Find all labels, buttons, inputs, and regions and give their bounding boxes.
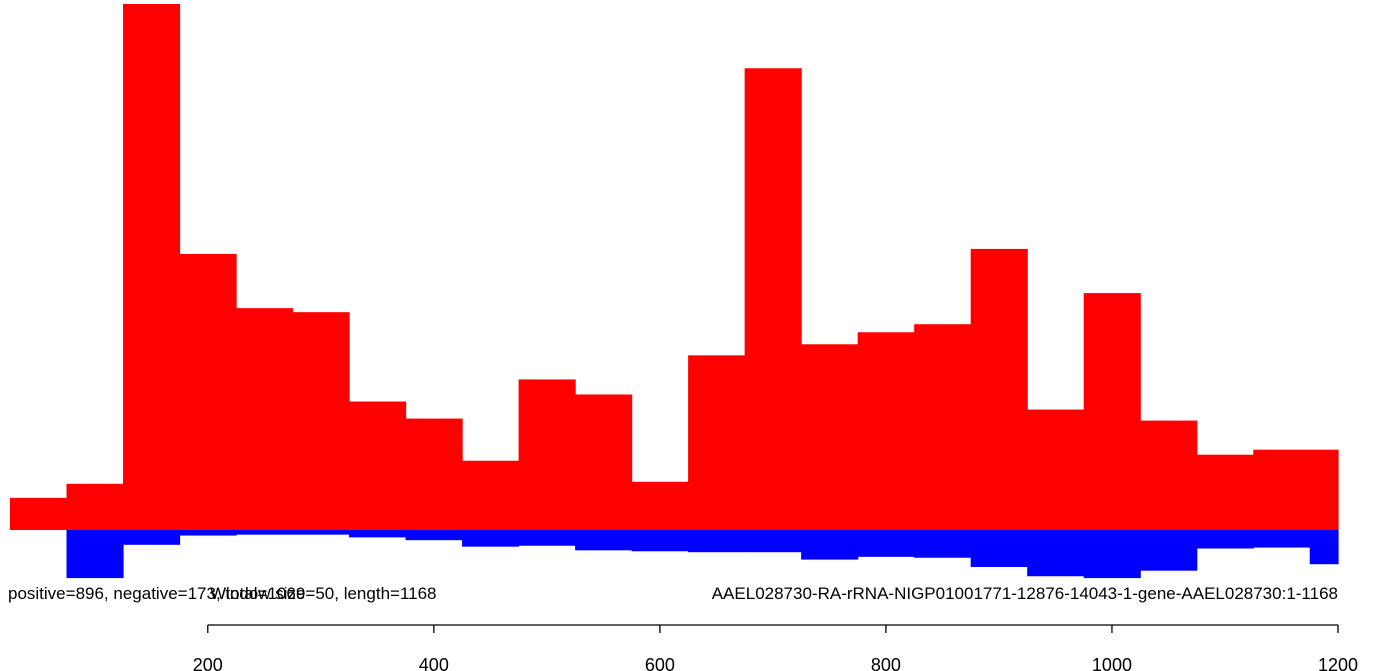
caption-counts: positive=896, negative=173, total=1069: [8, 584, 306, 603]
positive-bar: [688, 355, 746, 530]
negative-bar: [744, 530, 802, 553]
x-tick-label: 400: [419, 655, 449, 671]
negative-bar: [123, 530, 181, 545]
negative-bar: [688, 530, 746, 553]
positive-bar: [744, 68, 802, 531]
negative-bar: [857, 530, 915, 557]
negative-bars: [66, 530, 1339, 579]
negative-bar: [462, 530, 520, 547]
positive-bars: [10, 4, 1339, 531]
positive-bar: [349, 401, 407, 530]
positive-bar: [1196, 454, 1254, 530]
positive-bar: [10, 497, 68, 530]
positive-bar: [631, 481, 689, 530]
positive-bar: [518, 379, 576, 530]
x-axis: 200 400 600 800 1000 1200: [193, 624, 1358, 671]
positive-bar: [857, 332, 915, 530]
x-tick-label: 800: [871, 655, 901, 671]
negative-bar: [1196, 530, 1254, 549]
negative-bar: [1027, 530, 1085, 577]
positive-bar: [1309, 449, 1339, 530]
negative-bar: [575, 530, 633, 551]
negative-bar: [1253, 530, 1311, 548]
positive-bar: [66, 483, 124, 530]
caption-gene: AAEL028730-RA-rRNA-NIGP01001771-12876-14…: [711, 584, 1338, 603]
negative-bar: [236, 530, 294, 535]
positive-bar: [1140, 420, 1198, 530]
negative-bar: [631, 530, 689, 552]
x-tick-label: 1200: [1318, 655, 1358, 671]
negative-bar: [179, 530, 237, 536]
positive-bar: [914, 324, 972, 530]
positive-bar: [1083, 293, 1141, 530]
negative-bar: [518, 530, 576, 546]
negative-bar: [66, 530, 124, 579]
x-tick-label: 1000: [1092, 655, 1132, 671]
positive-bar: [292, 312, 350, 530]
negative-bar: [801, 530, 859, 560]
positive-bar: [179, 253, 237, 530]
positive-bar: [462, 460, 520, 530]
positive-bar: [801, 344, 859, 530]
negative-bar: [1140, 530, 1198, 571]
caption-window: Window size=50, length=1168: [210, 584, 437, 603]
x-tick-label: 200: [193, 655, 223, 671]
x-tick-label: 600: [645, 655, 675, 671]
negative-bar: [349, 530, 407, 538]
positive-bar: [123, 4, 181, 530]
positive-bar: [575, 394, 633, 530]
positive-bar: [405, 418, 463, 530]
negative-bar: [405, 530, 463, 541]
negative-bar: [292, 530, 350, 535]
positive-bar: [236, 308, 294, 530]
negative-bar: [970, 530, 1028, 567]
negative-bar: [1309, 530, 1339, 565]
positive-bar: [1027, 409, 1085, 530]
positive-bar: [1253, 449, 1311, 530]
negative-bar: [914, 530, 972, 558]
negative-bar: [1083, 530, 1141, 579]
positive-bar: [970, 248, 1028, 530]
